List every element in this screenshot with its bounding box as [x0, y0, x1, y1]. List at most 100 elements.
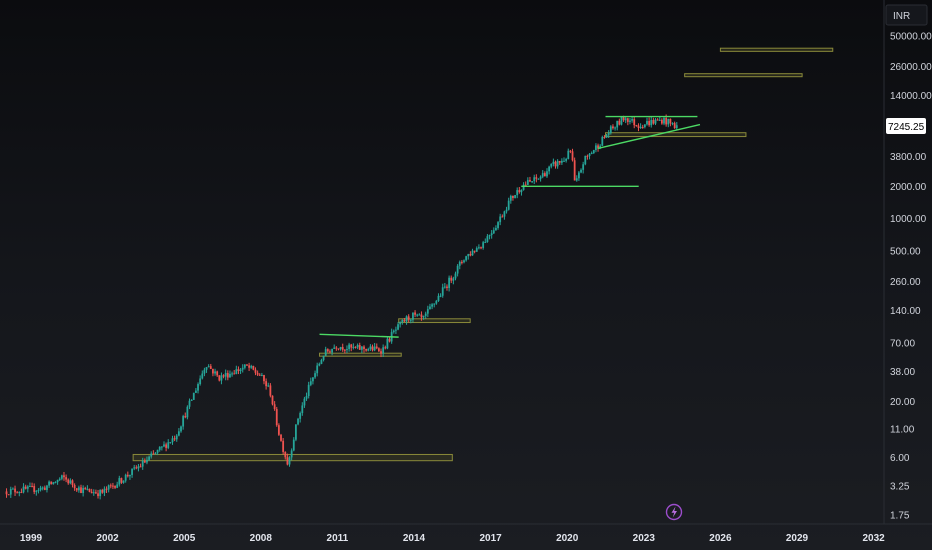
candle — [103, 486, 106, 497]
candle — [212, 368, 214, 377]
candle — [371, 344, 374, 352]
candle — [448, 275, 451, 292]
candle — [20, 488, 23, 494]
candle — [635, 124, 638, 127]
candle — [541, 170, 544, 179]
candle — [114, 485, 116, 490]
candle — [648, 117, 651, 127]
candle — [363, 345, 365, 353]
candle — [180, 425, 182, 433]
candle — [80, 484, 82, 494]
candle — [556, 159, 559, 169]
candle — [150, 451, 153, 459]
candle — [197, 382, 199, 394]
candle — [352, 343, 355, 350]
candle — [173, 435, 176, 442]
candle — [548, 165, 551, 175]
candle — [656, 118, 659, 121]
candle — [201, 370, 204, 380]
candle — [571, 148, 574, 162]
candle — [567, 148, 570, 160]
candle — [188, 398, 191, 410]
candle — [552, 158, 555, 167]
candle — [509, 194, 512, 204]
price-axis[interactable]: 50000.00 26000.00 14000.00 3800.00 2000.00 10… — [890, 32, 932, 522]
y-tick-label: 2000.00 — [890, 182, 927, 193]
candle — [620, 116, 623, 126]
candle — [618, 118, 621, 126]
lightning-icon[interactable] — [665, 503, 683, 521]
candle — [160, 446, 163, 451]
candle — [237, 366, 240, 375]
candle — [497, 221, 499, 230]
candle — [105, 486, 108, 494]
candle — [422, 315, 425, 320]
candle — [33, 483, 36, 495]
support-zone — [132, 453, 453, 462]
candle — [650, 116, 653, 128]
candle — [39, 485, 42, 492]
candle — [263, 374, 265, 385]
candle — [420, 311, 423, 321]
candle — [24, 484, 27, 490]
time-axis[interactable]: 1999 2002 2005 2008 2011 2014 2017 2020 2023 2026… — [20, 533, 885, 544]
candle — [175, 434, 178, 442]
candle — [29, 482, 31, 487]
candle — [358, 342, 361, 350]
candle — [507, 197, 510, 211]
candle — [133, 464, 136, 471]
candle — [524, 181, 527, 186]
candle — [214, 368, 216, 376]
candle — [52, 481, 55, 485]
candle — [584, 155, 587, 166]
candle — [671, 122, 674, 126]
candle — [112, 482, 114, 490]
candle — [607, 130, 610, 139]
candle — [148, 455, 150, 461]
candle — [580, 168, 582, 174]
candle — [69, 478, 72, 485]
candle — [63, 472, 65, 481]
candle — [269, 383, 272, 398]
candle — [569, 149, 572, 154]
candle — [531, 181, 533, 184]
candle — [384, 345, 387, 350]
candle — [520, 189, 523, 196]
candle — [48, 480, 50, 488]
candle — [58, 477, 61, 482]
x-tick-label: 2026 — [709, 533, 732, 544]
candle — [377, 347, 380, 352]
candle — [443, 283, 446, 289]
candle — [512, 195, 514, 201]
candle — [467, 253, 470, 260]
candle — [22, 483, 25, 494]
candle — [241, 364, 244, 373]
candle — [492, 227, 495, 235]
candle — [335, 346, 338, 351]
candle — [239, 367, 242, 375]
candle — [120, 477, 123, 484]
candle — [82, 485, 85, 497]
candle — [514, 194, 516, 199]
currency-box[interactable]: INR — [885, 4, 928, 26]
candle — [167, 439, 170, 450]
candle — [558, 160, 561, 165]
candle — [231, 371, 233, 377]
candle — [460, 260, 463, 265]
support-zone — [319, 352, 402, 357]
candle — [290, 448, 293, 461]
candle — [5, 488, 8, 498]
candle — [605, 133, 608, 138]
candle — [609, 125, 612, 135]
y-tick-label: 3.25 — [890, 482, 910, 493]
candle — [307, 381, 310, 399]
y-tick-label: 6.00 — [890, 453, 910, 464]
candle — [395, 326, 397, 335]
candle — [246, 363, 248, 366]
y-tick-label: 1.75 — [890, 511, 910, 522]
candle — [365, 348, 368, 352]
candle — [388, 336, 391, 343]
support-zone — [605, 132, 747, 138]
candle — [222, 374, 225, 379]
